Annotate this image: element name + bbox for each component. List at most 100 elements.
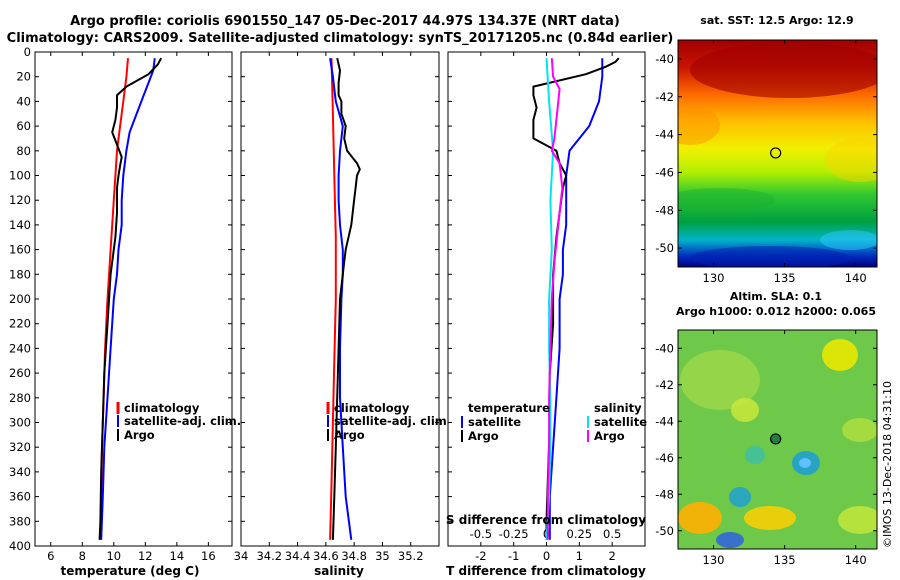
x-tick-label: 1 [576, 549, 583, 563]
salinity-series-argo [331, 57, 361, 540]
figure-title-line1: Argo profile: coriolis 6901550_147 05-De… [70, 14, 620, 29]
lat-tick-label: -46 [655, 165, 674, 179]
y-tick-label: 60 [16, 119, 31, 133]
salinity-panel: 34 34.2 34.4 34.6 34.8 35 35.2 climatology sat… [234, 51, 451, 578]
lat-tick-label: -40 [655, 341, 674, 355]
x2-tick-label: -0.25 [499, 527, 529, 541]
legend-temperature-title: temperature [468, 401, 550, 415]
salinity-series [329, 57, 361, 540]
y-tick-label: 300 [9, 416, 31, 430]
y-tick-label: 180 [9, 267, 31, 281]
lat-tick-label: -42 [655, 90, 674, 104]
x2-tick-label: 0.25 [567, 527, 593, 541]
sst-cold-patch [690, 246, 850, 267]
y-tick-label: 40 [16, 94, 31, 108]
differences-series-s-argo [546, 58, 564, 540]
legend-t-argo: Argo [468, 429, 499, 443]
y-tick-label: 340 [9, 465, 31, 479]
salinity-ticks: 34 34.2 34.4 34.6 34.8 35 35.2 [234, 51, 439, 563]
x-tick-label: 12 [138, 549, 153, 563]
sst-warm-patch [690, 42, 877, 98]
legend-satellite-adj-clim: satellite-adj. clim. [124, 414, 241, 428]
lon-tick-label: 135 [774, 271, 796, 285]
y-tick-label: 120 [9, 193, 31, 207]
sst-map-title: sat. SST: 12.5 Argo: 12.9 [700, 14, 853, 27]
temperature-legend: climatology satellite-adj. clim. Argo [116, 401, 241, 442]
sla-high-patch [838, 506, 877, 534]
figure-title-line2: Climatology: CARS2009. Satellite-adjuste… [7, 31, 674, 46]
x-tick-label: 16 [201, 549, 216, 563]
sst-map-panel: sat. SST: 12.5 Argo: 12.9 -40-42-44-46-4… [655, 14, 878, 285]
lat-tick-label: -44 [655, 414, 674, 428]
y-tick-label: 320 [9, 440, 31, 454]
y-tick-label: 400 [9, 539, 31, 553]
y-tick-label: 280 [9, 391, 31, 405]
x-tick-label: 10 [106, 549, 121, 563]
x2-tick-label: -0.5 [470, 527, 492, 541]
lat-tick-label: -48 [655, 487, 674, 501]
lat-tick-label: -50 [655, 241, 674, 255]
sla-map-frame [677, 329, 878, 550]
x-tick-label: 35 [375, 549, 390, 563]
lon-tick-label: 130 [703, 553, 725, 567]
x-tick-label: -1 [508, 549, 519, 563]
differences-panel: -2 -1 0 1 2-0.5 -0.25 0 0.25 0.5 temperature sat… [446, 51, 647, 578]
y-tick-label: 20 [16, 70, 31, 84]
lat-tick-label: -50 [655, 524, 674, 538]
y-tick-label: 260 [9, 366, 31, 380]
lat-tick-label: -46 [655, 451, 674, 465]
lat-tick-label: -40 [655, 52, 674, 66]
sla-map-ticks: -40 -42 -44 -46 -48 -50 130 135 140 [655, 330, 877, 567]
temperature-series [98, 57, 162, 540]
y-tick-label: 160 [9, 243, 31, 257]
x-tick-label: 34.4 [285, 549, 311, 563]
y-tick-label: 0 [24, 45, 31, 59]
legend-s-argo: Argo [594, 429, 625, 443]
sla-high-patch [680, 350, 760, 410]
y-tick-label: 240 [9, 341, 31, 355]
y-tick-label: 380 [9, 514, 31, 528]
differences-x2label: S difference from climatology [446, 513, 646, 527]
sst-cool-patch [678, 188, 775, 212]
salinity-series-satellite-adj-clim [329, 58, 353, 540]
sla-low-core [799, 458, 811, 468]
legend-climatology: climatology [124, 401, 200, 415]
legend-satellite-adj-clim: satellite-adj. clim. [334, 414, 451, 428]
sla-high-patch [842, 418, 877, 442]
salinity-legend: climatology satellite-adj. clim. Argo [326, 401, 451, 442]
differences-series-t-satellite [548, 58, 604, 540]
sst-warm-patch [678, 105, 720, 145]
x-tick-label: 8 [79, 549, 86, 563]
y-tick-label: 360 [9, 490, 31, 504]
lat-tick-label: -48 [655, 203, 674, 217]
x-tick-label: 35.2 [398, 549, 424, 563]
y-tick-label: 140 [9, 218, 31, 232]
sla-low-patch [729, 487, 751, 507]
sst-cold-patch [820, 230, 877, 250]
x-tick-label: -2 [475, 549, 486, 563]
legend-argo: Argo [124, 428, 155, 442]
sla-high-patch [678, 502, 722, 534]
legend-s-satellite: satellite [594, 415, 647, 429]
sla-high-patch [744, 506, 796, 530]
differences-legend: temperature satellite Argo salinity sate… [461, 401, 647, 443]
x-tick-label: 34.2 [256, 549, 282, 563]
timestamp: ©IMOS 13-Dec-2018 04:31:10 [881, 381, 894, 548]
sst-map-frame [677, 39, 878, 268]
lon-tick-label: 130 [703, 271, 725, 285]
temperature-xlabel: temperature (deg C) [61, 564, 200, 578]
lon-tick-label: 140 [845, 553, 867, 567]
x2-tick-label: 0.5 [603, 527, 621, 541]
salinity-series-climatology [329, 58, 337, 540]
differences-axes-frame [447, 51, 646, 547]
temperature-axes-frame [34, 51, 233, 547]
legend-salinity-title: salinity [594, 401, 642, 415]
sla-low-patch [716, 532, 744, 548]
sst-argo-position-marker [770, 147, 782, 159]
sla-low-patch [745, 446, 765, 464]
temperature-ticks: 0 20 40 60 80 100 120 140 160 180 200 220 240 260 280 3… [9, 45, 232, 563]
sla-map-panel: Altim. SLA: 0.1 Argo h1000: 0.012 h2000:… [655, 290, 878, 567]
temperature-panel: 0 20 40 60 80 100 120 140 160 180 200 220 240 260 280 3… [9, 45, 241, 578]
legend-climatology: climatology [334, 401, 410, 415]
